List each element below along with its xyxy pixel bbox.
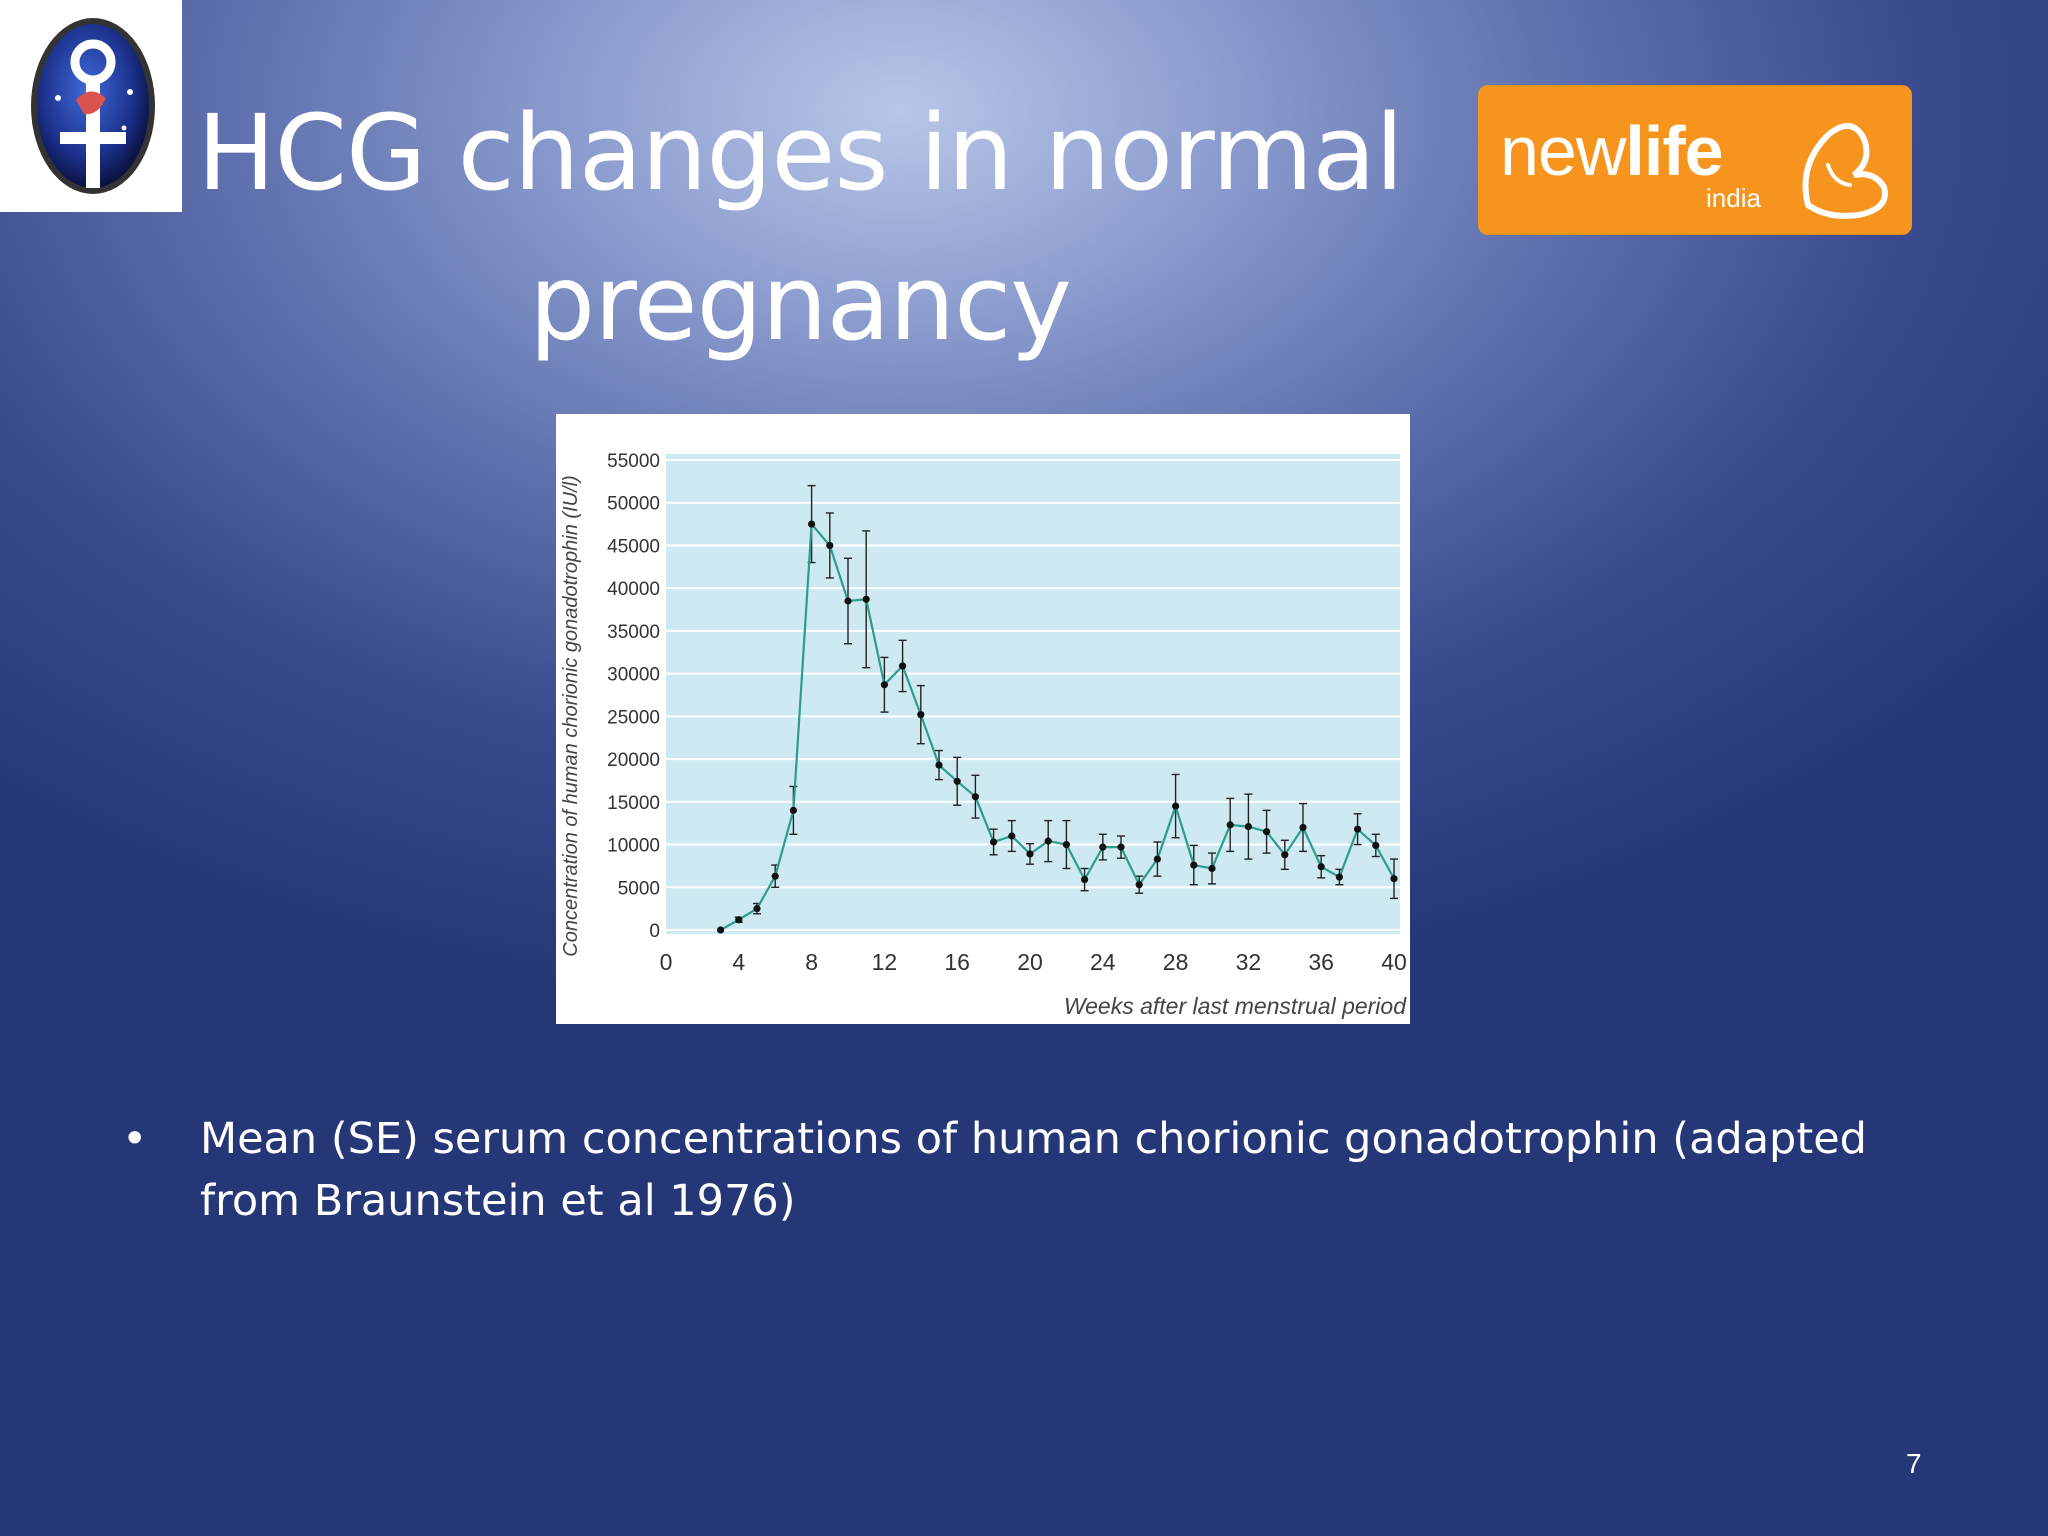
y-axis-label: Concentration of human chorionic gonadot… <box>560 475 582 956</box>
logo-wordmark-bold: life <box>1625 112 1723 190</box>
data-point <box>789 806 797 814</box>
data-point <box>1244 823 1252 831</box>
data-point <box>1026 850 1034 858</box>
data-point <box>1354 825 1362 833</box>
logo-wordmark: newlife <box>1500 111 1724 191</box>
title-line-1: HCG changes in normal <box>197 92 1404 214</box>
x-tick-label: 20 <box>1017 949 1043 975</box>
data-point <box>917 711 925 719</box>
x-tick-label: 8 <box>805 949 818 975</box>
data-point <box>1172 802 1180 810</box>
newlife-india-logo: newlife india <box>1478 85 1912 235</box>
y-tick-label: 0 <box>649 921 660 942</box>
plot-area <box>666 454 1400 934</box>
data-point <box>1226 821 1234 829</box>
data-point <box>1117 843 1125 851</box>
y-tick-label: 50000 <box>607 494 660 515</box>
data-point <box>1062 840 1070 849</box>
y-tick-label: 40000 <box>607 579 660 600</box>
data-point <box>1263 828 1271 836</box>
x-tick-label: 4 <box>732 949 745 975</box>
data-point <box>1008 832 1016 840</box>
y-tick-label: 5000 <box>618 878 660 899</box>
data-point <box>1190 861 1198 869</box>
data-point <box>953 777 961 785</box>
data-point <box>1044 837 1052 845</box>
data-point <box>880 681 888 689</box>
logo-subtext: india <box>1706 183 1761 213</box>
venus-symbol-emblem-icon <box>31 18 155 194</box>
data-point <box>1317 863 1325 871</box>
x-tick-label: 12 <box>872 949 898 975</box>
y-tick-label: 55000 <box>607 451 660 472</box>
x-tick-labels: 0 4 8 12 16 20 24 28 32 36 40 <box>660 949 1407 975</box>
data-point <box>1335 873 1343 881</box>
data-point <box>1153 855 1161 863</box>
y-tick-label: 20000 <box>607 750 660 771</box>
x-tick-label: 40 <box>1381 949 1407 975</box>
y-tick-label: 25000 <box>607 707 660 728</box>
x-tick-label: 36 <box>1308 949 1334 975</box>
logo-wordmark-regular: new <box>1500 112 1626 190</box>
y-tick-label: 45000 <box>607 536 660 557</box>
x-tick-label: 32 <box>1236 949 1262 975</box>
data-point <box>862 595 870 603</box>
data-point <box>1081 875 1089 884</box>
slide-title: HCG changes in normal pregnancy <box>190 78 1410 378</box>
data-point <box>935 761 943 769</box>
x-tick-label: 24 <box>1090 949 1116 975</box>
data-point <box>1390 875 1398 883</box>
data-point <box>1208 864 1216 873</box>
data-point <box>717 926 725 934</box>
data-point <box>971 793 979 801</box>
x-axis-label: Weeks after last menstrual period <box>1064 993 1407 1019</box>
series-line <box>720 521 1395 931</box>
organization-logo <box>0 0 182 212</box>
x-tick-label: 16 <box>944 949 970 975</box>
data-point <box>844 597 852 605</box>
data-point <box>735 916 743 924</box>
data-point <box>1135 881 1143 889</box>
data-point <box>826 541 834 550</box>
data-point <box>1372 841 1380 849</box>
y-tick-label: 30000 <box>607 665 660 686</box>
y-tick-label: 15000 <box>607 793 660 814</box>
data-point <box>1099 843 1107 851</box>
y-tick-label: 10000 <box>607 836 660 857</box>
error-bars <box>734 484 1398 924</box>
x-tick-label: 28 <box>1163 949 1189 975</box>
y-tick-labels: 0 5000 10000 15000 20000 25000 30000 35000 40000… <box>607 451 660 942</box>
x-tick-label: 0 <box>660 949 673 975</box>
data-points <box>717 520 1398 934</box>
data-point <box>771 872 779 880</box>
y-tick-label: 35000 <box>607 622 660 643</box>
data-point <box>808 520 816 528</box>
data-point <box>990 838 998 846</box>
data-point <box>753 905 761 913</box>
hcg-line-chart: 0 5000 10000 15000 20000 25000 30000 35000 40000… <box>560 451 1407 1019</box>
hcg-chart-figure: 0 5000 10000 15000 20000 25000 30000 35000 40000… <box>556 414 1410 1024</box>
data-point <box>1281 851 1289 859</box>
data-point <box>1299 823 1307 832</box>
bullet-symbol: • <box>122 1114 148 1164</box>
bullet-text: Mean (SE) serum concentrations of human … <box>200 1114 1867 1226</box>
page-number: 7 <box>1906 1448 1922 1479</box>
mother-baby-icon <box>1802 123 1888 219</box>
title-line-2: pregnancy <box>529 242 1072 364</box>
data-point <box>899 662 907 670</box>
